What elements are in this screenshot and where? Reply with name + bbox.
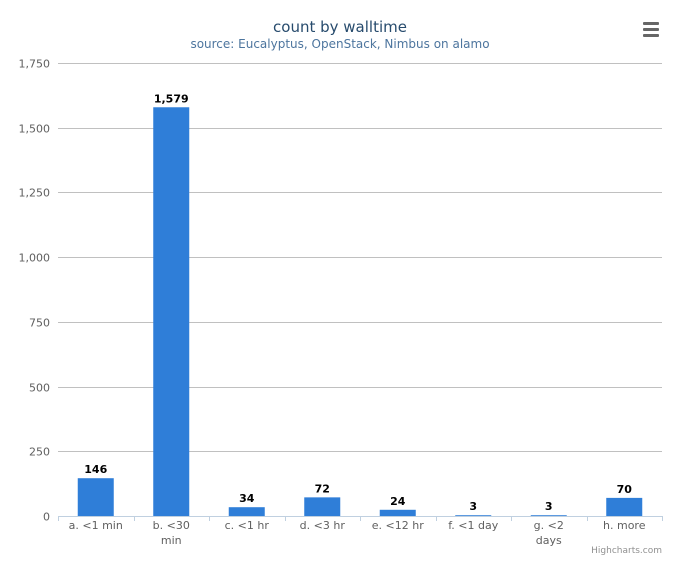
credits-link[interactable]: Highcharts.com — [591, 546, 662, 556]
y-tick-label: 0 — [43, 511, 50, 524]
y-tick-label: 1,250 — [19, 187, 51, 200]
x-tick-label: c. <1 hr — [225, 519, 270, 532]
y-axis-tick-labels: 0 250 500 750 1,000 1,250 1,500 1,750 — [19, 58, 51, 524]
bar[interactable] — [77, 478, 114, 516]
data-label: 3 — [545, 500, 553, 513]
data-label: 146 — [84, 463, 107, 476]
bar[interactable] — [455, 515, 492, 516]
bar[interactable] — [153, 107, 190, 516]
x-tick-label: d. <3 hr — [300, 519, 346, 532]
x-axis-tick-labels: a. <1 min b. <30 min c. <1 hr d. <3 hr e. <12… — [69, 519, 646, 547]
y-tick-label: 1,750 — [19, 58, 51, 71]
chart-subtitle: source: Eucalyptus, OpenStack, Nimbus on… — [190, 37, 489, 51]
hamburger-menu-icon[interactable] — [636, 16, 666, 42]
bar[interactable] — [530, 515, 567, 516]
data-label: 24 — [390, 495, 406, 508]
data-label: 34 — [239, 492, 255, 505]
data-label: 70 — [617, 483, 633, 496]
x-tick-label: g. <2 days — [534, 519, 564, 547]
bar[interactable] — [228, 507, 265, 516]
data-label: 72 — [315, 482, 330, 495]
chart-title: count by walltime — [273, 18, 407, 36]
y-tick-label: 1,000 — [19, 252, 51, 265]
y-tick-label: 750 — [29, 317, 50, 330]
x-tick-label: a. <1 min — [69, 519, 123, 532]
bar[interactable] — [304, 497, 341, 516]
x-tick-label: e. <12 hr — [372, 519, 424, 532]
grid-lines — [58, 63, 663, 521]
y-tick-label: 1,500 — [19, 123, 51, 136]
bar[interactable] — [379, 509, 416, 516]
bars — [77, 107, 643, 516]
data-label: 3 — [469, 500, 477, 513]
y-tick-label: 500 — [29, 382, 50, 395]
bar[interactable] — [606, 497, 643, 516]
x-tick-label: h. more — [603, 519, 646, 532]
y-tick-label: 250 — [29, 446, 50, 459]
x-tick-label: f. <1 day — [448, 519, 499, 532]
data-labels: 146 1,579 34 72 24 3 3 70 — [84, 92, 632, 513]
x-tick-label: b. <30 min — [153, 519, 190, 547]
data-label: 1,579 — [154, 92, 189, 105]
